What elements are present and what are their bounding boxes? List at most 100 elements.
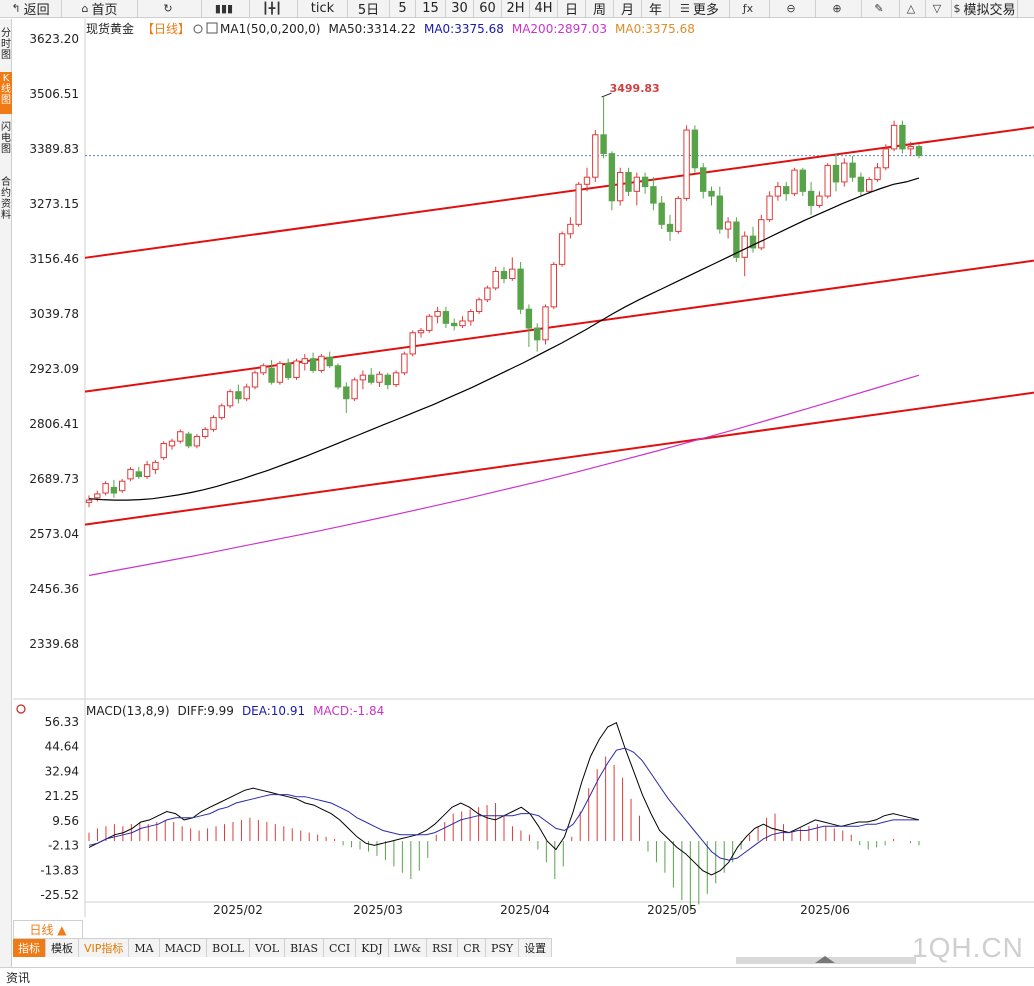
candle: [583, 167, 591, 192]
candle: [301, 353, 309, 371]
period-60-label: 60: [479, 1, 496, 16]
indicator-tab-2[interactable]: VIP指标: [79, 939, 130, 957]
period-tab[interactable]: 日线 ▲: [13, 920, 83, 938]
price-tick-8: 2689.73: [29, 472, 79, 486]
indicator-tab-13[interactable]: PSY: [486, 939, 520, 957]
macd-tick-5: -2.13: [48, 839, 79, 853]
period-周[interactable]: 周: [586, 0, 614, 18]
legend-name: 现货黄金: [86, 21, 134, 36]
home-button[interactable]: ⌂ 首页: [62, 0, 138, 18]
indicator-tab-12[interactable]: CR: [458, 939, 486, 957]
candle-body: [633, 176, 640, 192]
candle: [907, 141, 914, 156]
candle-body: [641, 176, 649, 188]
candle-body: [384, 374, 392, 386]
candle-body: [558, 233, 566, 265]
indicator-tab-4[interactable]: MACD: [160, 939, 208, 957]
side-tab-2[interactable]: 闪电图: [1, 122, 11, 155]
indicator-tab-8[interactable]: CCI: [324, 939, 357, 957]
period-周-label: 周: [592, 3, 606, 18]
candle: [177, 429, 184, 444]
indicator-tab-0[interactable]: 指标: [13, 939, 46, 957]
zoom-out-icon: ⊖: [786, 2, 796, 15]
price-tick-6: 2923.09: [29, 362, 79, 376]
period-月[interactable]: 月: [614, 0, 642, 18]
period-60[interactable]: 60: [474, 0, 502, 18]
indicator-tab-14[interactable]: 设置: [519, 939, 553, 957]
period-30[interactable]: 30: [446, 0, 474, 18]
price-tick-3: 3273.15: [29, 197, 79, 211]
dollar-icon: $: [953, 2, 961, 15]
x-label-4: 2025/06: [800, 903, 850, 917]
more-button[interactable]: ☰ 更多: [670, 0, 730, 18]
candle-body: [517, 268, 524, 310]
x-label-2: 2025/04: [500, 903, 550, 917]
side-tab-1[interactable]: K线图: [0, 72, 12, 114]
candle-body: [426, 315, 433, 331]
period-4H[interactable]: 4H: [530, 0, 558, 18]
candle-body: [608, 153, 616, 202]
candle-body: [475, 299, 483, 313]
scroll-thumb-icon[interactable]: [815, 956, 835, 963]
indicator-tab-3[interactable]: MA: [129, 939, 160, 957]
period-5[interactable]: 5: [390, 0, 416, 18]
draw-button[interactable]: ✎: [862, 0, 900, 18]
bar-chart-button[interactable]: ▮▮▮: [202, 0, 250, 18]
period-5日-label: 5日: [357, 3, 380, 18]
simulate-trade-button[interactable]: $ 模拟交易: [952, 0, 1018, 18]
candle: [351, 377, 358, 402]
candle: [534, 323, 541, 352]
tick-button[interactable]: tick: [298, 0, 348, 18]
candle-body: [650, 186, 657, 204]
candle-body: [899, 124, 906, 150]
indicator-tab-1[interactable]: 模板: [46, 939, 79, 957]
back-button[interactable]: ↰ 返回: [0, 0, 62, 18]
formula-icon: ƒx: [742, 2, 754, 15]
candle-body: [392, 372, 400, 386]
candle-body: [359, 374, 367, 381]
triangle-up-button[interactable]: △: [900, 0, 926, 18]
home-button-label: 首页: [91, 3, 118, 18]
side-tab-0[interactable]: 分时图: [1, 28, 11, 61]
period-5日[interactable]: 5日: [348, 0, 390, 18]
candle-body: [376, 373, 383, 383]
period-2H[interactable]: 2H: [502, 0, 530, 18]
indicator-tab-6[interactable]: VOL: [250, 939, 286, 957]
channel-line-0: [84, 126, 1034, 259]
period-年[interactable]: 年: [642, 0, 670, 18]
period-15[interactable]: 15: [416, 0, 446, 18]
candle-body: [434, 311, 441, 317]
indicator-tab-11[interactable]: RSI: [427, 939, 459, 957]
candle: [467, 309, 475, 326]
indicator-tab-9[interactable]: KDJ: [356, 939, 389, 957]
candle: [550, 262, 557, 310]
candle: [401, 351, 408, 376]
price-tick-5: 3039.78: [29, 307, 79, 321]
price-tick-2: 3389.83: [29, 142, 79, 156]
candle-body: [119, 480, 126, 492]
candle-body: [534, 327, 541, 341]
indicator-tab-5[interactable]: BOLL: [207, 939, 250, 957]
zoom-in-button[interactable]: ⊕: [816, 0, 862, 18]
x-label-3: 2025/05: [647, 903, 697, 917]
side-tab-3[interactable]: 合约资料: [1, 177, 11, 221]
candlestick-button[interactable]: ┃╋┃: [250, 0, 298, 18]
period-日[interactable]: 日: [558, 0, 586, 18]
candle-body: [102, 483, 109, 494]
refresh-button[interactable]: ↻: [138, 0, 202, 18]
zoom-out-button[interactable]: ⊖: [770, 0, 816, 18]
info-tab[interactable]: 资讯: [6, 970, 31, 985]
candle: [484, 285, 491, 303]
candle: [276, 361, 284, 385]
macd-legend-dea: DEA:10.91: [242, 704, 305, 718]
candle-body: [260, 365, 267, 374]
triangle-down-button[interactable]: ▽: [926, 0, 952, 18]
candle: [749, 226, 757, 253]
candle: [243, 383, 250, 402]
candle-body: [484, 287, 491, 301]
formula-button[interactable]: ƒx: [730, 0, 770, 18]
indicator-tab-7[interactable]: BIAS: [285, 939, 324, 957]
indicator-tab-10[interactable]: LW&: [389, 939, 428, 957]
candle-body: [758, 219, 765, 249]
candle-body: [301, 358, 309, 364]
